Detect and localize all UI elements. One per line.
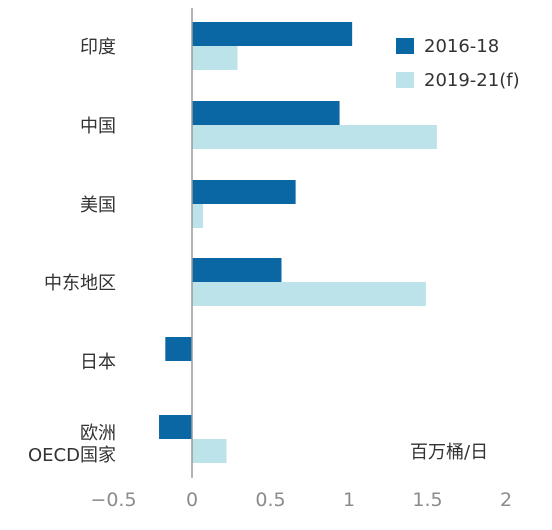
x-tick-label: 0 <box>186 489 198 511</box>
x-tick-label: 0.5 <box>255 489 285 511</box>
x-tick-label: 1.5 <box>412 489 442 511</box>
bar-2016-18-2 <box>192 180 296 204</box>
legend: 2016-18 2019-21(f) <box>396 36 520 91</box>
bar-2016-18-4 <box>165 337 192 361</box>
category-label: 日本 <box>80 352 116 373</box>
legend-label: 2019-21(f) <box>424 70 520 91</box>
bar-2016-18-5 <box>159 415 192 439</box>
bar-2016-18-1 <box>192 101 340 125</box>
category-label: OECD国家 <box>28 445 116 466</box>
x-tick-label: −0.5 <box>90 489 136 511</box>
category-label: 印度 <box>80 37 116 58</box>
bar-2019-21-f--2 <box>192 204 203 228</box>
legend-label: 2016-18 <box>424 36 499 57</box>
bar-group <box>159 22 437 463</box>
category-label: 美国 <box>80 195 116 216</box>
category-label: 欧洲 <box>80 423 116 444</box>
category-label: 中东地区 <box>44 273 116 294</box>
legend-swatch <box>396 38 414 54</box>
bar-2016-18-0 <box>192 22 353 46</box>
x-tick-label: 2 <box>500 489 512 511</box>
bar-2019-21-f--3 <box>192 282 426 306</box>
bar-2019-21-f--1 <box>192 125 437 149</box>
x-axis: −0.5 0 0.5 1 1.5 2 <box>90 489 512 511</box>
category-label: 中国 <box>80 116 116 137</box>
bar-2019-21-f--5 <box>192 439 227 463</box>
bar-2016-18-3 <box>192 258 282 282</box>
bar-2019-21-f--0 <box>192 46 238 70</box>
legend-swatch <box>396 72 414 88</box>
x-tick-label: 1 <box>343 489 355 511</box>
unit-label: 百万桶/日 <box>410 442 488 463</box>
